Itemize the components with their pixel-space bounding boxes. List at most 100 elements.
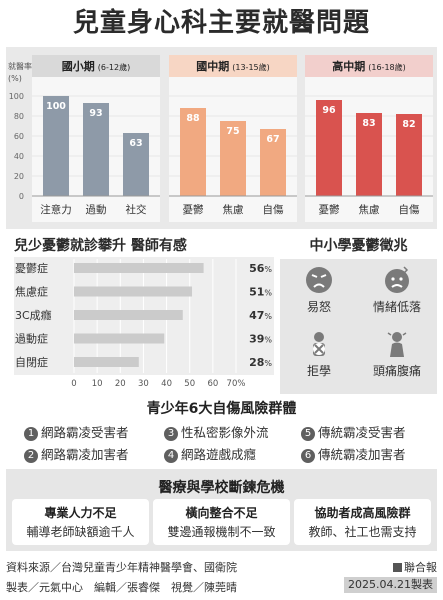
medical-box-desc: 雙邊通報機制不一致 [167,525,276,539]
depression-bar-chart: 0 10 20 30 40 50 60 70% 憂鬱症 56% 焦慮症 51% 3C成癮 47% 過動症 39… [14,257,274,389]
bar [74,310,183,320]
symptoms-title: 中小學憂鬱徵兆 [309,238,408,254]
risk-item: 3 性私密影像外流 [164,422,269,441]
symptom-label: 拒學 [306,364,331,378]
y-category-label: 焦慮症 [15,285,48,299]
bar-value-label: 28% [249,356,272,369]
risk-item: 4 網路遊戲成癮 [164,444,256,463]
medical-box-desc: 教師、社工也需支持 [308,525,417,539]
group-title: 高中期 (16-18歲) [332,59,406,73]
bar-value-label: 51% [249,286,272,299]
bar-value-label: 63 [129,138,142,149]
y-axis-unit: (%) [8,74,22,83]
x-category-label: 社交 [126,203,147,216]
risk-label: 網路霸凌受害者 [41,425,129,440]
brand-name: 聯合報 [404,561,437,574]
bar-value-label: 88 [186,113,200,124]
symptom-pain: 頭痛腹痛 [358,329,436,379]
hbar-chart-title: 兒少憂鬱就診攀升 醫師有感 [14,238,187,254]
x-tick-label: 20 [115,379,126,389]
bar [74,263,204,273]
source-text: 資料來源／台灣兒童青少年精神醫學會、國衛院 [6,561,237,574]
value-number: 51 [249,286,264,299]
bar [396,114,422,196]
bar-value-label: 83 [362,118,375,129]
group-title: 國中期 (13-15歲) [196,59,270,73]
symptom-low-mood: 情緒低落 [358,265,436,315]
x-category-label: 注意力 [40,203,72,216]
x-category-label: 自傷 [399,203,420,216]
bar-value-label: 75 [226,126,239,137]
group-name: 國小期 [62,59,95,73]
usage-rate-chart: 就醫率 (%) 100 80 60 40 20 0 國小期 (6-12歲) 100 注意力 93 過動 63… [8,55,433,222]
medical-box: 橫向整合不足 雙邊通報機制不一致 [153,499,290,545]
x-category-label: 憂鬱 [183,203,204,216]
bar [74,357,139,367]
angry-face-icon [306,267,332,293]
group-age-range: (6-12歲) [98,62,130,72]
risk-label: 網路霸凌加害者 [41,447,129,462]
y-tick-label: 80 [14,112,24,121]
bar-value-label: 82 [402,119,415,130]
bar-value-label: 100 [46,101,66,112]
y-category-label: 3C成癮 [15,308,52,322]
y-axis-label: 就醫率 [8,61,32,71]
number-badge: 4 [164,449,178,463]
bar [180,108,206,196]
symptom-label: 情緒低落 [372,300,421,314]
title-bar: 兒童身心科主要就醫問題 [0,0,443,46]
x-tick-label: 60 [207,379,218,389]
y-tick-label: 40 [14,152,24,161]
bar [260,129,286,196]
date-badge: 2025.04.21製表 [344,577,437,593]
no-school-icon [313,332,325,356]
bar-value-label: 96 [322,105,336,116]
group-age-range: (13-15歲) [232,62,270,72]
bar [74,286,193,297]
group-name: 國中期 [196,59,229,73]
symptom-irritable: 易怒 [280,265,358,315]
sad-face-icon [385,266,409,293]
number-badge: 2 [24,449,38,463]
brand-logo-icon [393,563,402,572]
brand: 聯合報 [393,559,437,575]
value-unit: % [264,289,272,298]
credits-text: 製表／元氣中心 編輯／張睿傑 視覺／陳莞晴 [6,581,237,594]
risk-title: 青少年6大自傷風險群體 [146,401,297,417]
x-category-label: 自傷 [263,203,284,216]
bar [220,121,246,196]
bar [83,103,109,196]
usage-rate-panel: 就醫率 (%) 100 80 60 40 20 0 國小期 (6-12歲) 100 注意力 93 過動 63… [6,47,437,229]
x-category-label: 憂鬱 [319,203,340,216]
y-tick-label: 60 [14,132,24,141]
page-title: 兒童身心科主要就醫問題 [72,8,370,38]
x-tick-label: 40 [161,379,172,389]
bar-value-label: 56% [249,262,272,275]
risk-label: 網路遊戲成癮 [181,447,257,462]
group-name: 高中期 [332,59,365,73]
x-category-label: 焦慮 [223,203,244,216]
symptoms-panel: 易怒 情緒低落 拒學 [280,259,437,394]
value-number: 47 [249,309,264,322]
medical-box-head: 專業人力不足 [44,506,117,520]
value-unit: % [264,336,272,345]
risk-label: 性私密影像外流 [181,425,269,440]
y-tick-label: 20 [14,172,24,181]
risk-label: 傳統霸凌受害者 [318,425,406,440]
x-category-label: 焦慮 [359,203,380,216]
value-unit: % [264,359,272,368]
bar [43,96,69,196]
bar [316,100,342,196]
value-unit: % [264,312,272,321]
x-tick-label: 70% [227,379,246,389]
value-number: 28 [249,356,264,369]
x-category-label: 過動 [86,203,107,216]
pain-person-icon [387,332,407,357]
number-badge: 3 [164,427,178,441]
value-number: 56 [249,262,265,275]
y-tick-label: 100 [9,92,24,101]
bar-value-label: 67 [266,134,279,145]
bar [74,333,165,344]
medical-box-head: 協助者成高風險群 [314,506,411,520]
